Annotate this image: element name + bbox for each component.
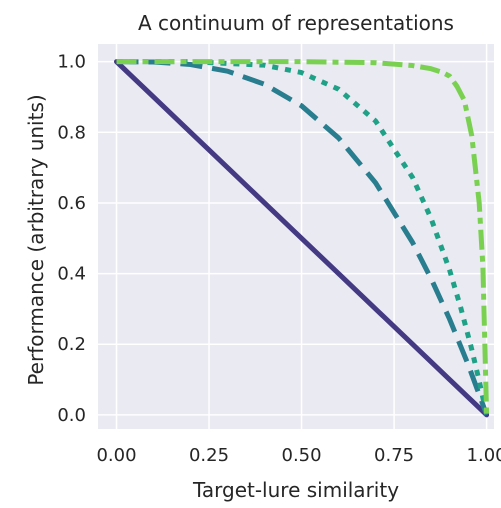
- x-tick-label: 0.50: [282, 445, 322, 466]
- x-axis-label: Target-lure similarity: [192, 478, 399, 502]
- y-tick-label: 0.0: [57, 405, 86, 426]
- x-tick-label: 1.00: [467, 445, 501, 466]
- series-line-dotted: [116, 59, 490, 416]
- series-line-solid: [114, 59, 490, 418]
- x-tick-label: 0.00: [96, 445, 136, 466]
- series-line-dashed: [116, 59, 489, 416]
- y-tick-label: 0.2: [57, 334, 86, 355]
- x-tick-label: 0.75: [374, 445, 414, 466]
- y-tick-label: 1.0: [57, 52, 86, 73]
- chart-title: A continuum of representations: [138, 11, 454, 35]
- y-tick-label: 0.4: [57, 264, 86, 285]
- y-tick-label: 0.8: [57, 122, 86, 143]
- y-axis-label: Performance (arbitrary units): [24, 94, 48, 385]
- x-tick-label: 0.25: [189, 445, 229, 466]
- y-tick-label: 0.6: [57, 193, 86, 214]
- tick-labels: 0.00 0.25 0.50 0.75 1.00 0.0 0.2 0.4 0.6 0.8 1.0: [57, 52, 501, 466]
- series-group: [114, 59, 490, 418]
- series-line-dashdot: [116, 59, 490, 415]
